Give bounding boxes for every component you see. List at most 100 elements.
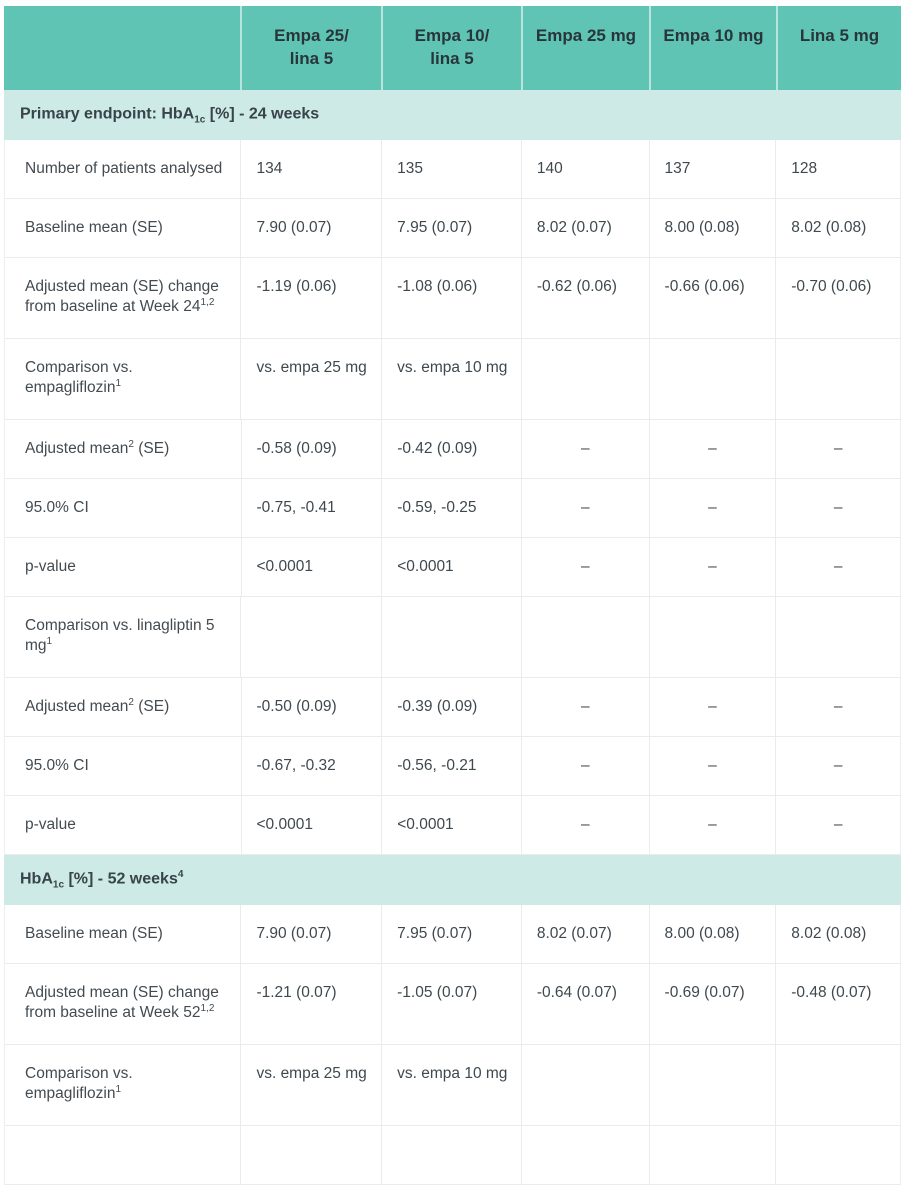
row-label: Number of patients analysed xyxy=(5,140,240,198)
table-cell xyxy=(381,1126,521,1184)
table-body-24-weeks: Number of patients analysed 134 135 140 … xyxy=(4,140,901,855)
row-label: Baseline mean (SE) xyxy=(5,905,240,963)
table-cell: 128 xyxy=(775,140,900,198)
header-label-line: Empa 10/ xyxy=(414,26,490,45)
table-cell: -0.39 (0.09) xyxy=(381,678,521,736)
row-label-text: Baseline mean (SE) xyxy=(25,219,163,236)
row-label-superscript: 1 xyxy=(46,635,53,647)
table-cell: -0.64 (0.07) xyxy=(520,964,649,1044)
row-label-superscript: 2 xyxy=(128,438,134,450)
row-label: Adjusted mean (SE) change from baseline … xyxy=(5,258,240,338)
row-label-text: Number of patients analysed xyxy=(25,160,223,177)
row-label-text: p-value xyxy=(25,558,76,575)
table-cell: -1.05 (0.07) xyxy=(381,964,521,1044)
row-comparison-vs-empagliflozin-24: Comparison vs. empagliflozin1 vs. empa 2… xyxy=(5,339,900,420)
row-label-superscript: 2 xyxy=(128,696,134,708)
section-title-subscript: 1c xyxy=(52,879,65,891)
header-label-line: Empa 25/ xyxy=(274,26,349,45)
row-pvalue-vs-empa-24: p-value <0.0001 <0.0001 – – – xyxy=(5,538,900,597)
row-label-superscript: 1,2 xyxy=(200,1002,215,1014)
table-body-52-weeks: Baseline mean (SE) 7.90 (0.07) 7.95 (0.0… xyxy=(4,905,901,1185)
table-cell: 140 xyxy=(520,140,649,198)
table-cell xyxy=(648,339,776,419)
table-cell xyxy=(775,597,900,677)
table-cell xyxy=(520,1045,649,1125)
row-label-text: Comparison vs. linagliptin 5 mg xyxy=(25,617,215,654)
row-pvalue-vs-lina-24: p-value <0.0001 <0.0001 – – – xyxy=(5,796,900,855)
table-cell: -0.70 (0.06) xyxy=(775,258,900,338)
header-label-line: Empa 25 mg xyxy=(535,26,637,45)
table-cell: -0.69 (0.07) xyxy=(648,964,776,1044)
table-cell: <0.0001 xyxy=(240,796,382,854)
row-ci-vs-empa-24: 95.0% CI -0.75, -0.41 -0.59, -0.25 – – – xyxy=(5,479,900,538)
row-label: Comparison vs. empagliflozin1 xyxy=(5,1045,240,1125)
table-cell: -0.75, -0.41 xyxy=(240,479,382,537)
table-cell: 8.00 (0.08) xyxy=(648,905,776,963)
table-cell: -1.08 (0.06) xyxy=(381,258,521,338)
table-cell: – xyxy=(648,737,776,795)
table-cell: – xyxy=(775,538,900,596)
table-cell xyxy=(648,1126,776,1184)
row-label: Comparison vs. linagliptin 5 mg1 xyxy=(5,597,240,677)
table-cell: -0.67, -0.32 xyxy=(240,737,382,795)
row-label-text: Comparison vs. empagliflozin xyxy=(25,359,133,396)
table-cell: -0.66 (0.06) xyxy=(648,258,776,338)
row-label-text: Baseline mean (SE) xyxy=(25,925,163,942)
row-label: 95.0% CI xyxy=(5,479,241,537)
row-label-text: Adjusted mean (SE) change from baseline … xyxy=(25,278,219,315)
header-cell-empa10-lina5: Empa 10/ lina 5 xyxy=(381,6,521,90)
section-title: Primary endpoint: HbA1c [%] - 24 weeks xyxy=(20,104,319,126)
section-title-text: [%] - 24 weeks xyxy=(205,105,320,123)
header-cell-empa10: Empa 10 mg xyxy=(649,6,776,90)
table-cell: -0.62 (0.06) xyxy=(520,258,649,338)
row-number-of-patients: Number of patients analysed 134 135 140 … xyxy=(5,140,900,199)
table-cell: – xyxy=(520,538,649,596)
row-label: Baseline mean (SE) xyxy=(5,199,240,257)
row-adjusted-mean-change-week52: Adjusted mean (SE) change from baseline … xyxy=(5,964,900,1045)
row-ci-vs-lina-24: 95.0% CI -0.67, -0.32 -0.56, -0.21 – – – xyxy=(5,737,900,796)
table-cell xyxy=(240,1126,381,1184)
row-label-superscript: 1,2 xyxy=(200,296,215,308)
table-cell: – xyxy=(775,737,900,795)
table-cell: 137 xyxy=(648,140,776,198)
row-label xyxy=(5,1126,240,1184)
table-cell: vs. empa 10 mg xyxy=(381,1045,521,1125)
header-label-line: lina 5 xyxy=(430,49,474,68)
row-label: Comparison vs. empagliflozin1 xyxy=(5,339,240,419)
row-label-text: Adjusted mean (SE) change from baseline … xyxy=(25,984,219,1021)
table-cell: -0.58 (0.09) xyxy=(240,420,382,478)
row-label-superscript: 1 xyxy=(115,1083,122,1095)
header-cell-empa25-lina5: Empa 25/ lina 5 xyxy=(240,6,381,90)
table-cell: – xyxy=(648,538,776,596)
efficacy-results-table: Empa 25/ lina 5 Empa 10/ lina 5 Empa 25 … xyxy=(4,6,901,1185)
table-header-row: Empa 25/ lina 5 Empa 10/ lina 5 Empa 25 … xyxy=(4,6,901,90)
table-cell: – xyxy=(775,479,900,537)
row-label-text: p-value xyxy=(25,816,76,833)
table-cell xyxy=(775,339,900,419)
row-label-text: (SE) xyxy=(133,440,170,457)
table-cell: – xyxy=(520,796,649,854)
table-cell: <0.0001 xyxy=(381,538,521,596)
row-label-text: 95.0% CI xyxy=(25,757,89,774)
header-cell-lina5: Lina 5 mg xyxy=(776,6,901,90)
row-partial-clipped xyxy=(5,1126,900,1185)
row-adjusted-mean-change-week24: Adjusted mean (SE) change from baseline … xyxy=(5,258,900,339)
header-label-line: Empa 10 mg xyxy=(663,26,764,45)
table-cell xyxy=(775,1045,900,1125)
table-cell: -0.48 (0.07) xyxy=(775,964,900,1044)
row-label: Adjusted mean (SE) change from baseline … xyxy=(5,964,240,1044)
table-cell: vs. empa 10 mg xyxy=(381,339,521,419)
table-cell: 7.95 (0.07) xyxy=(381,905,521,963)
table-cell xyxy=(648,597,776,677)
table-cell: – xyxy=(520,678,649,736)
row-label-text: Adjusted mean xyxy=(25,440,129,457)
table-cell: -0.42 (0.09) xyxy=(381,420,521,478)
table-cell xyxy=(520,1126,649,1184)
section-header-primary-endpoint-24-weeks: Primary endpoint: HbA1c [%] - 24 weeks xyxy=(4,90,901,140)
table-cell: – xyxy=(520,420,649,478)
table-cell: -0.50 (0.09) xyxy=(240,678,382,736)
row-label: Adjusted mean2 (SE) xyxy=(5,420,241,478)
table-cell: – xyxy=(775,796,900,854)
row-label-text: 95.0% CI xyxy=(25,499,89,516)
table-cell: vs. empa 25 mg xyxy=(240,1045,381,1125)
